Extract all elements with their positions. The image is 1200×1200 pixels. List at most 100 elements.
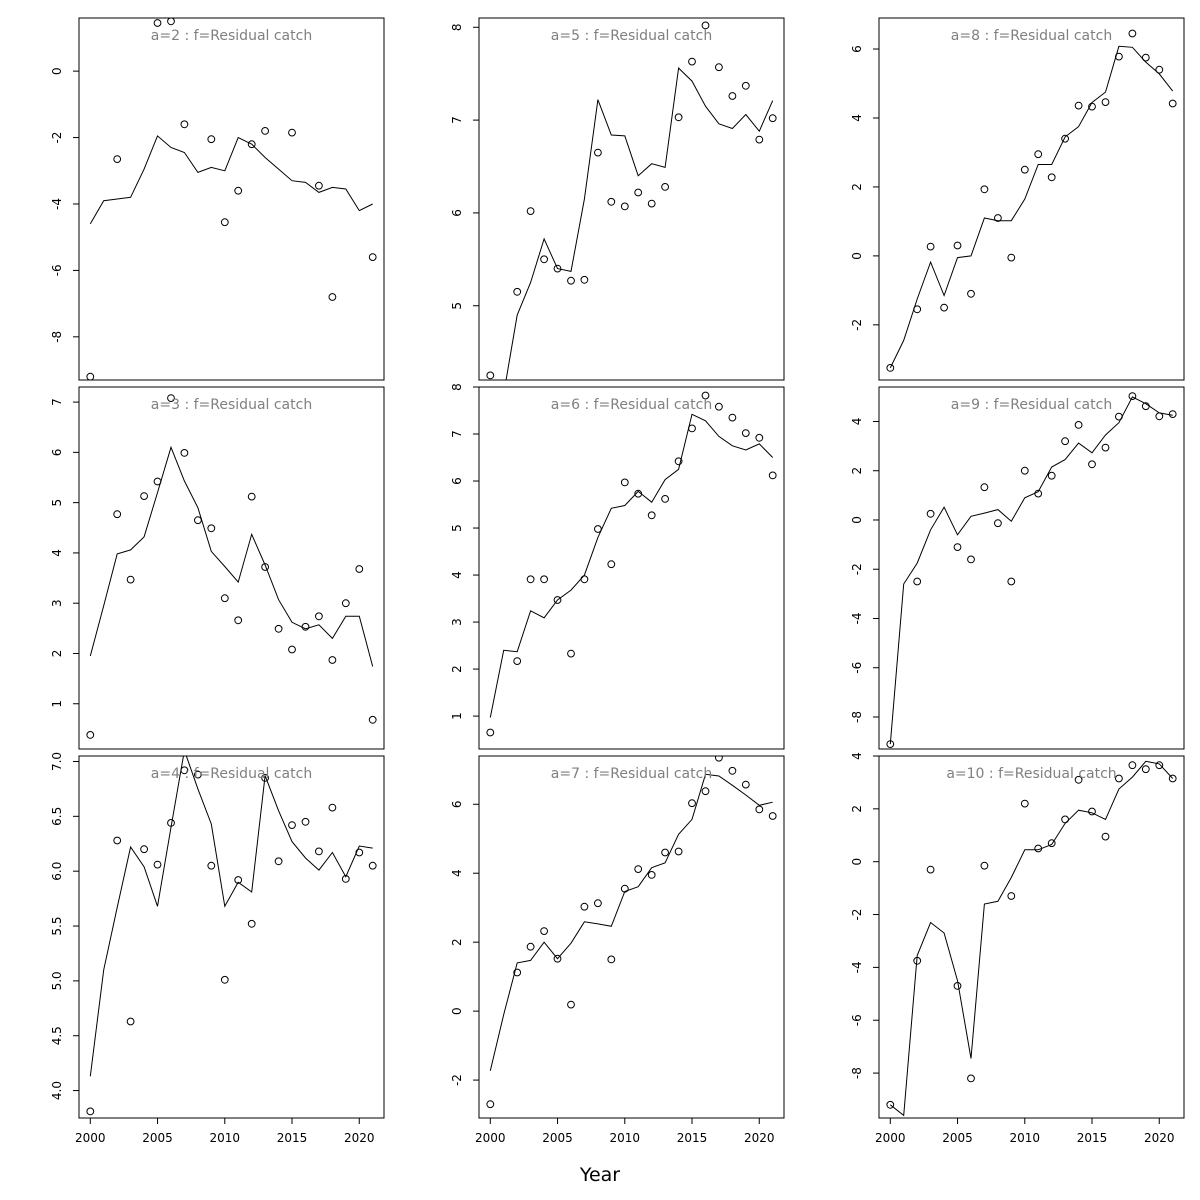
observed-point — [486, 1100, 495, 1109]
y-tick-label: 3 — [450, 618, 464, 626]
x-tick-label: 2005 — [142, 1131, 173, 1145]
observed-point — [940, 303, 948, 312]
observed-point — [86, 372, 95, 380]
x-tick-label: 2015 — [1077, 1131, 1108, 1145]
x-tick-label: 2020 — [1144, 1131, 1175, 1145]
plot-frame — [878, 17, 1185, 381]
observed-point — [980, 861, 989, 870]
observed-point — [553, 264, 562, 273]
observed-point — [1061, 134, 1069, 143]
x-tick-label: 2015 — [277, 1131, 308, 1145]
y-tick-label: 8 — [450, 23, 464, 31]
observed-point — [755, 805, 764, 814]
y-tick-label: 2 — [50, 650, 64, 658]
x-tick-label: 2000 — [75, 1131, 106, 1145]
observed-point — [1007, 253, 1016, 262]
observed-point — [741, 780, 750, 789]
observed-point — [886, 1100, 895, 1109]
observed-point — [167, 18, 175, 26]
y-tick-label: 1 — [50, 700, 64, 708]
chart-panel-2: 5 6 7 8 a=5 : f=Residual catch — [450, 17, 785, 381]
observed-point — [553, 954, 562, 963]
observed-point — [647, 511, 656, 520]
observed-point — [261, 774, 270, 782]
y-tick-label: 2 — [450, 665, 464, 673]
observed-point — [647, 871, 656, 879]
observed-point — [567, 649, 575, 658]
observed-point — [980, 483, 989, 492]
observed-point — [1047, 471, 1056, 480]
observed-point — [486, 728, 495, 737]
observed-point — [207, 861, 216, 870]
observed-point — [926, 509, 935, 518]
observed-point — [926, 865, 935, 874]
y-tick-label: 5 — [450, 524, 464, 532]
observed-point — [980, 185, 989, 194]
observed-point — [513, 968, 522, 977]
observed-point — [1128, 761, 1137, 770]
observed-point — [701, 787, 710, 796]
observed-point — [580, 275, 589, 284]
observed-point — [368, 253, 377, 262]
observed-point — [715, 402, 723, 411]
x-tick-label: 2000 — [475, 1131, 506, 1145]
observed-point — [567, 276, 575, 285]
y-tick-label: 7 — [450, 430, 464, 438]
observed-point — [513, 287, 522, 296]
observed-point — [620, 202, 629, 211]
observed-point — [1034, 150, 1043, 159]
observed-point — [728, 413, 737, 422]
observed-point — [1061, 437, 1069, 446]
y-tick-label: 7 — [450, 116, 464, 124]
plot-frame — [78, 386, 385, 750]
fitted-line — [889, 45, 1174, 369]
y-tick-label: -4 — [850, 612, 864, 624]
observed-point — [113, 510, 122, 519]
y-tick-label: 0 — [50, 67, 64, 75]
panel-grid: -8 -6 -4 -2 0 a=2 : f=Residual catch 5 6 7 8 a=5 :… — [50, 17, 1185, 1145]
observed-point — [674, 113, 683, 122]
panel-title: a=7 : f=Residual catch — [551, 766, 712, 782]
observed-point — [526, 207, 535, 216]
x-tick-label: 2010 — [1010, 1131, 1041, 1145]
x-tick-label: 2000 — [875, 1131, 906, 1145]
y-tick-label: 6 — [50, 449, 64, 457]
y-tick-label: -6 — [850, 1014, 864, 1026]
observed-point — [953, 543, 962, 551]
chart-panel-4: 1 2 3 4 5 6 7 a=3 : f=Residual catch — [50, 386, 385, 750]
observed-point — [234, 876, 243, 884]
observed-point — [1101, 832, 1110, 841]
observed-point — [1007, 892, 1016, 900]
observed-point — [126, 575, 135, 584]
observed-point — [207, 524, 216, 533]
chart-panel-8: -2 0 2 4 6 2000 2005 2010 2015 2020 a=7 : f=Residu… — [450, 755, 785, 1145]
observed-point — [540, 575, 548, 584]
observed-point — [113, 836, 122, 845]
observed-point — [768, 471, 777, 480]
observed-point — [261, 126, 270, 135]
observed-point — [355, 565, 364, 573]
observed-point — [274, 624, 283, 633]
observed-point — [126, 1017, 135, 1026]
fitted-line — [489, 773, 773, 1071]
chart-panel-9: -8 -6 -4 -2 0 2 4 2000 2005 2010 2015 2020 a=10 : f=… — [850, 752, 1185, 1145]
observed-point — [180, 120, 189, 129]
observed-point — [540, 255, 548, 264]
plot-frame — [878, 386, 1185, 750]
observed-point — [1088, 460, 1096, 469]
observed-point — [1128, 392, 1137, 401]
fitted-line — [89, 756, 373, 1077]
observed-point — [567, 1000, 575, 1009]
observed-point — [1074, 775, 1083, 784]
observed-point — [207, 135, 216, 144]
observed-point — [580, 902, 589, 911]
observed-point — [728, 766, 737, 775]
plot-area — [486, 391, 777, 737]
observed-point — [755, 433, 764, 442]
observed-point — [634, 188, 643, 197]
y-tick-label: -6 — [850, 662, 864, 674]
y-tick-label: 2 — [450, 938, 464, 946]
y-tick-label: 3 — [50, 599, 64, 607]
y-tick-label: -8 — [850, 711, 864, 723]
